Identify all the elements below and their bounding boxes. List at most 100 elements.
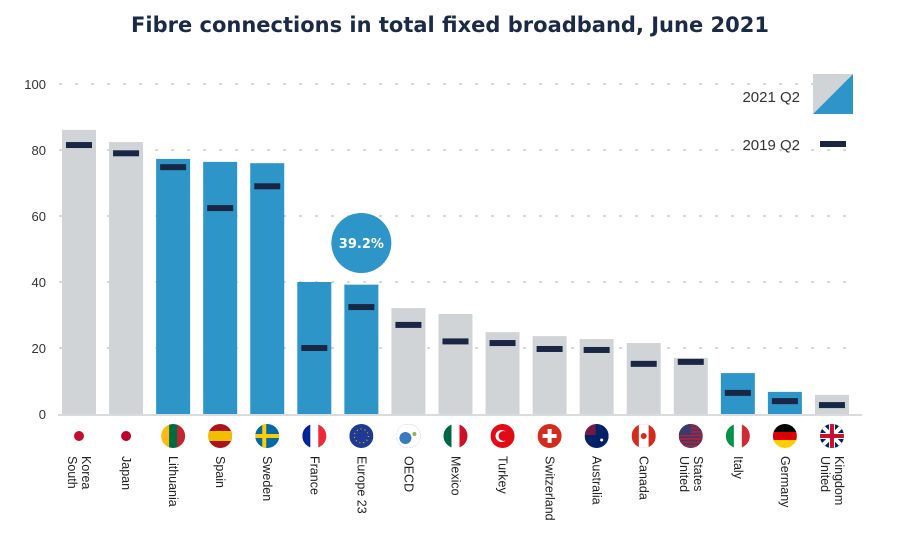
- marker-2019: [254, 183, 281, 190]
- marker-2019: [348, 304, 375, 311]
- x-tick-label: Canada: [637, 456, 651, 500]
- x-tick-label-line: States: [691, 456, 705, 491]
- oecd-dot: [412, 432, 417, 436]
- x-tick-label: Lithuania: [166, 456, 180, 507]
- lithuania-flag-icon: [161, 424, 186, 448]
- chart-title: Fibre connections in total fixed broadba…: [131, 13, 769, 37]
- flag-body: [208, 424, 233, 448]
- spain-flag-icon: [208, 424, 233, 448]
- japan-flag-icon: [114, 424, 139, 448]
- flag-stripe: [678, 441, 703, 444]
- flag-stripe: [451, 424, 460, 448]
- x-tick-label-line: Kingdom: [832, 456, 846, 505]
- flag-stripe: [161, 424, 170, 448]
- marker-2019: [677, 358, 704, 365]
- star: [600, 438, 604, 442]
- switzerland-flag-icon: [537, 424, 562, 448]
- x-tick-label: Turkey: [496, 456, 510, 494]
- x-tick-label-line: South: [65, 456, 79, 489]
- turkey-flag-icon: [490, 424, 515, 448]
- flag-canton: [678, 424, 691, 435]
- x-tick-label: UnitedKingdom: [818, 456, 846, 505]
- legend-label-2021: 2021 Q2: [742, 89, 800, 106]
- flag-body: [772, 424, 797, 448]
- y-tick-label: 40: [32, 275, 46, 290]
- flag-body: [396, 424, 421, 448]
- flag-body: [302, 424, 327, 448]
- marker-2019: [395, 321, 422, 328]
- union-jack: [584, 424, 596, 435]
- x-tick-label-line: France: [307, 456, 321, 495]
- bar-sweden: [250, 163, 285, 414]
- marker-2019: [207, 205, 234, 212]
- x-tick-label-line: United: [677, 456, 691, 492]
- usa-flag-icon: [678, 424, 703, 448]
- x-tick-label-line: United: [818, 456, 832, 492]
- bar-canada: [626, 343, 661, 414]
- oecd-logo-icon: [396, 424, 421, 448]
- marker-2019: [489, 340, 516, 347]
- flag-band: [648, 424, 656, 448]
- south-korea-flag-icon: [67, 424, 91, 448]
- flag-body: [161, 424, 186, 448]
- flag-body: [255, 424, 280, 448]
- x-tick-label: OECD: [401, 456, 415, 492]
- stars-ring: [353, 428, 369, 444]
- x-tick-label: Spain: [213, 456, 227, 488]
- x-tick-label: Japan: [119, 456, 133, 490]
- x-tick-label-line: Switzerland: [543, 456, 557, 521]
- france-flag-icon: [302, 424, 327, 448]
- legend: 2021 Q2 2019 Q2: [742, 74, 853, 154]
- oecd-globe: [399, 432, 412, 444]
- mexico-flag-icon: [443, 424, 468, 448]
- flag-body: [349, 424, 374, 448]
- flag-stripe: [459, 424, 468, 448]
- y-tick-label: 60: [32, 209, 46, 224]
- x-tick-label-line: Mexico: [448, 456, 462, 496]
- x-tick-label-line: Germany: [778, 456, 792, 508]
- x-tick-label-line: Sweden: [260, 456, 274, 501]
- x-axis: SouthKorea Japan Lithuania Spain Sweden Franc…: [58, 414, 862, 521]
- legend-swatch-blue: [813, 74, 853, 114]
- italy-flag-icon: [725, 424, 750, 448]
- flag-stripe: [733, 424, 743, 448]
- sweden-flag-icon: [255, 424, 280, 448]
- flag-stripe: [772, 424, 797, 433]
- annotation-bubble: [331, 213, 392, 273]
- x-tick-label: Sweden: [260, 456, 274, 501]
- flag-stripe: [177, 424, 186, 448]
- flag-stripe: [678, 445, 703, 447]
- x-tick-label-line: Australia: [590, 456, 604, 505]
- x-tick-label-line: Spain: [213, 456, 227, 488]
- flag-stripe: [678, 434, 703, 437]
- flag-stripe: [725, 424, 735, 448]
- canada-flag-icon: [631, 424, 656, 448]
- marker-2019: [66, 142, 92, 149]
- bar-south-korea: [62, 129, 96, 414]
- flag-stripe: [302, 424, 311, 448]
- flag-stripe: [772, 432, 797, 441]
- flag-emblem: [74, 431, 84, 441]
- bar-united-states: [673, 357, 708, 414]
- x-tick-label-line: Europe 23: [354, 456, 368, 514]
- eu-flag-icon: [349, 424, 374, 448]
- x-tick-label: UnitedStates: [677, 456, 705, 492]
- x-tick-label: France: [307, 456, 321, 495]
- bar-mexico: [438, 314, 473, 414]
- x-tick-label: Italy: [731, 456, 745, 480]
- germany-flag-icon: [772, 424, 797, 448]
- marker-2019: [724, 389, 751, 396]
- australia-flag-icon: [584, 424, 609, 448]
- flag-body: [490, 424, 515, 448]
- x-tick-label-line: OECD: [401, 456, 415, 492]
- marker-2019: [442, 338, 469, 345]
- bar-japan: [109, 142, 144, 414]
- crescent-cut: [498, 431, 509, 441]
- flag-cross: [255, 434, 280, 438]
- y-tick-label: 80: [32, 143, 46, 158]
- x-tick-label: Germany: [778, 456, 792, 508]
- marker-2019: [113, 150, 140, 157]
- x-tick-label-line: Lithuania: [166, 456, 180, 507]
- cross: [542, 434, 557, 438]
